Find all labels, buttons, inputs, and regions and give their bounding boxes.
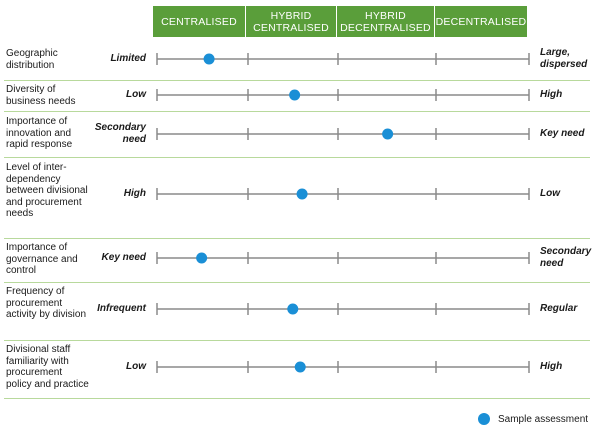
- row-separator: [4, 157, 590, 158]
- right-scale-label: Key need: [540, 128, 585, 139]
- right-scale-label: Large, dispersed: [540, 47, 588, 70]
- row-separator: [4, 398, 590, 399]
- assessment-marker: [196, 252, 208, 264]
- factor-label: Importance of governance and control: [6, 242, 78, 276]
- factor-label: Diversity of business needs: [6, 84, 76, 107]
- left-scale-label: Low: [126, 361, 146, 372]
- factor-label: Geographic distribution: [6, 48, 58, 71]
- column-header-1: CENTRALISED: [153, 6, 246, 37]
- left-scale-label: Key need: [101, 252, 146, 263]
- assessment-marker: [296, 188, 308, 200]
- assessment-marker: [382, 128, 394, 140]
- column-header-2: HYBRID CENTRALISED: [246, 6, 337, 37]
- column-header-3: HYBRID DECENTRALISED: [337, 6, 435, 37]
- left-scale-label: Infrequent: [97, 303, 146, 314]
- factor-label: Frequency of procurement activity by div…: [6, 286, 87, 320]
- right-scale-label: Regular: [540, 303, 578, 314]
- legend-label: Sample assessment: [498, 413, 589, 425]
- right-scale-label: High: [540, 361, 563, 372]
- sample-assessment-marker-icon: [478, 413, 490, 425]
- assessment-marker: [203, 53, 215, 65]
- assessment-marker: [287, 303, 299, 315]
- legend: Sample assessment: [478, 413, 588, 425]
- row-separator: [4, 340, 590, 341]
- left-scale-label: Low: [126, 89, 146, 100]
- left-scale-label: High: [123, 188, 146, 199]
- factor-label: Divisional staff familiarity with procur…: [6, 344, 89, 390]
- assessment-marker: [294, 361, 306, 373]
- row-separator: [4, 111, 590, 112]
- row-separator: [4, 282, 590, 283]
- assessment-marker: [289, 89, 301, 101]
- right-scale-label: Low: [540, 188, 560, 199]
- right-scale-label: Secondary need: [540, 246, 592, 269]
- column-header-4: DECENTRALISED: [435, 6, 528, 37]
- row-separator: [4, 238, 590, 239]
- right-scale-label: High: [540, 89, 563, 100]
- left-scale-label: Secondary need: [94, 122, 146, 145]
- left-scale-label: Limited: [110, 53, 146, 64]
- factor-label: Importance of innovation and rapid respo…: [6, 116, 73, 150]
- row-separator: [4, 80, 590, 81]
- factor-label: Level of inter-dependency between divisi…: [6, 162, 88, 219]
